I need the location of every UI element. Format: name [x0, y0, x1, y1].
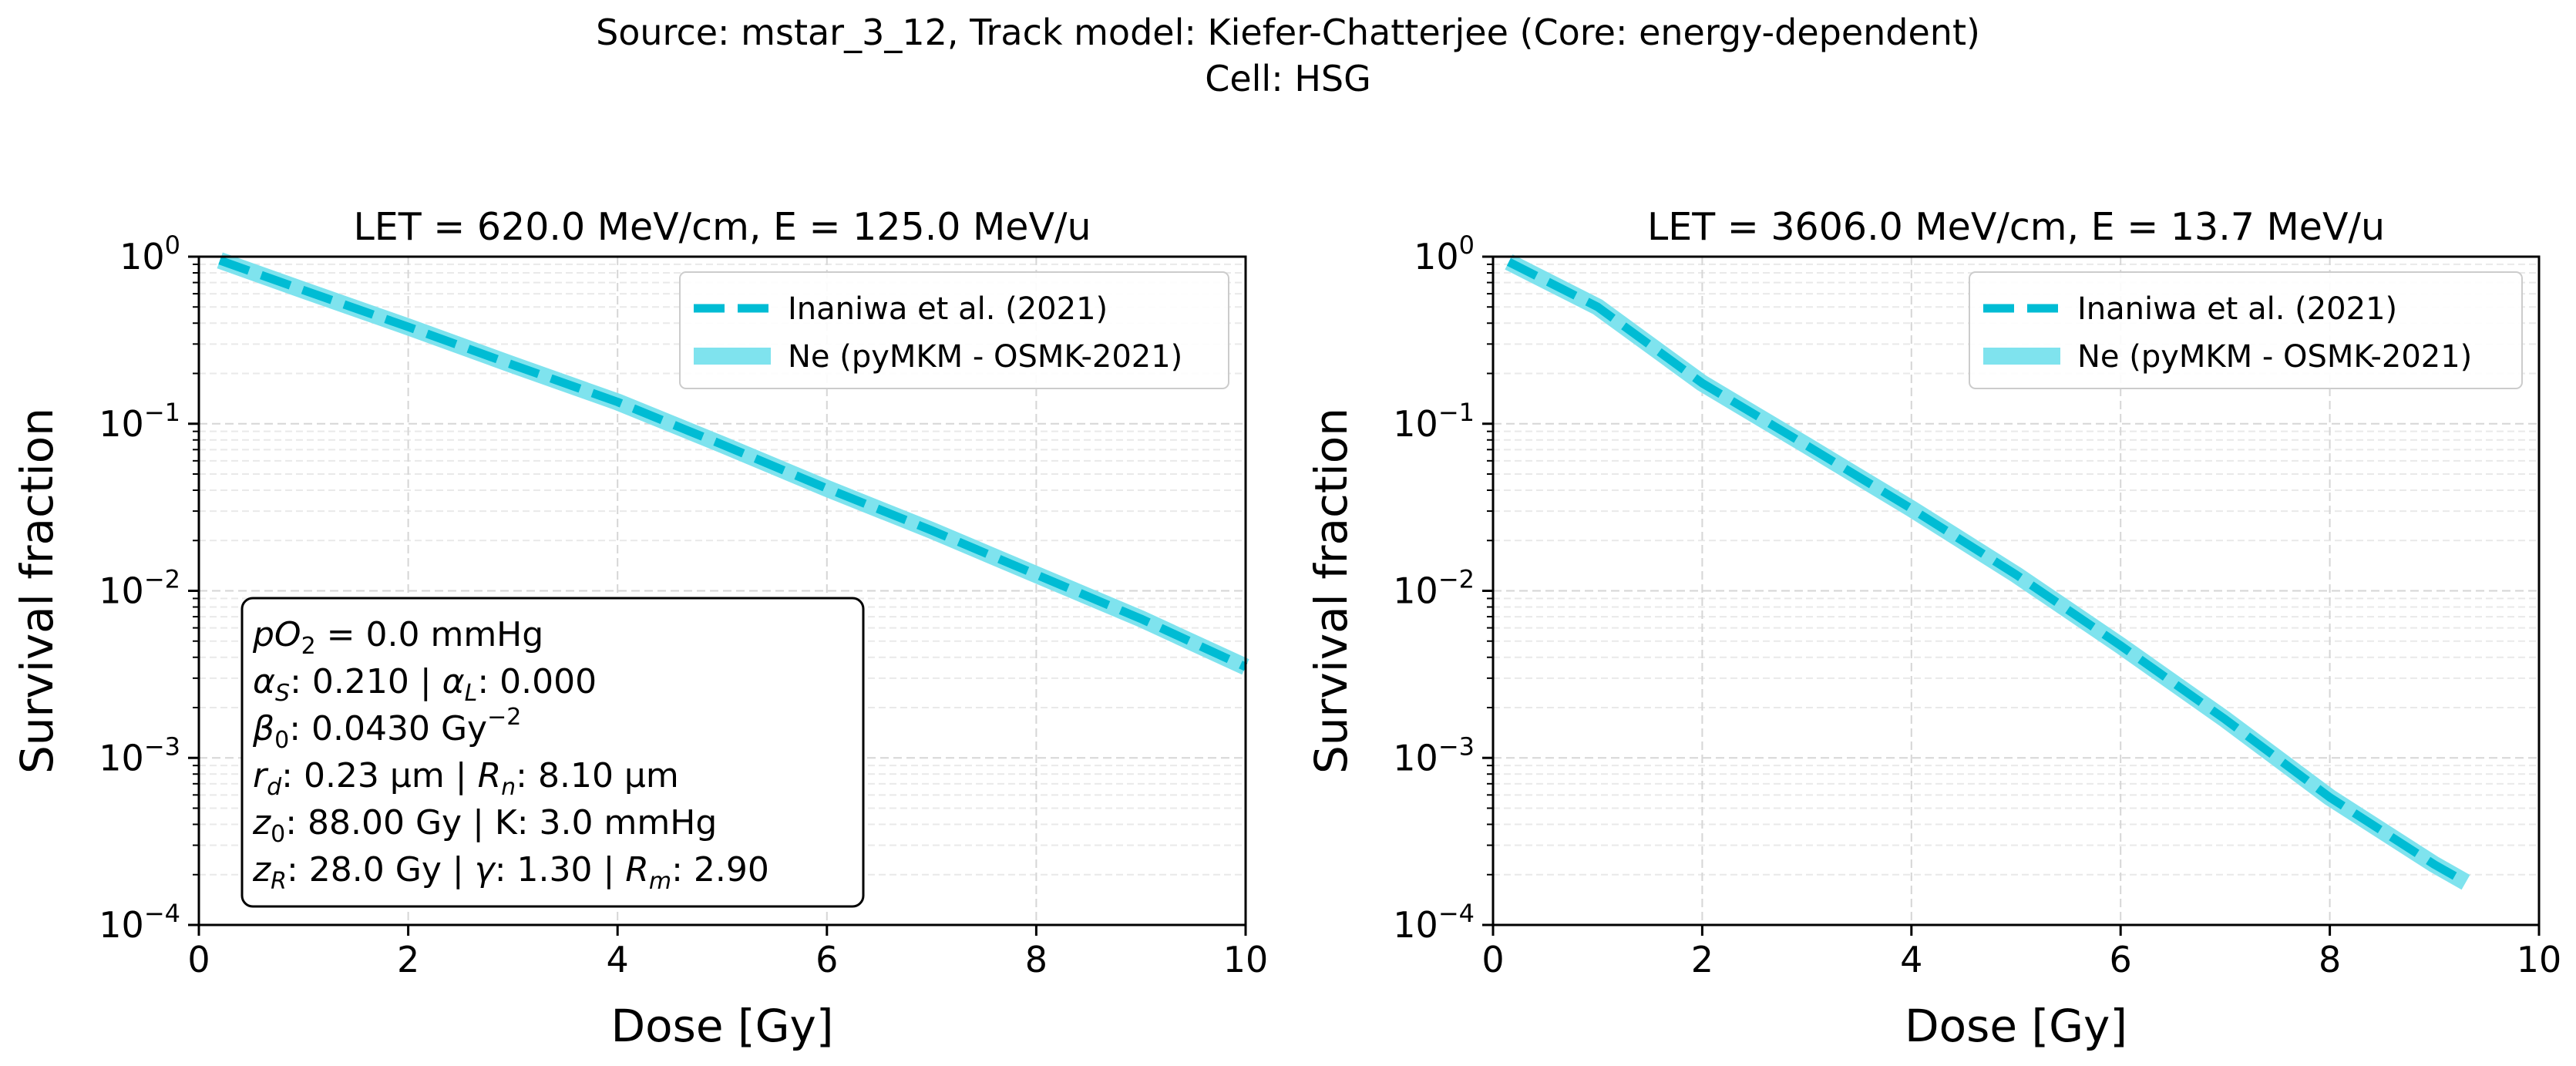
legend: Inaniwa et al. (2021) Ne (pyMKM - OSMK-20…: [1969, 271, 2523, 389]
y-tick-label: 100: [1414, 230, 1475, 277]
y-tick-label: 10−4: [1393, 899, 1475, 946]
parameter-line: β0: 0.0430 Gy−2: [252, 704, 521, 754]
x-tick-label: 0: [187, 939, 210, 980]
x-tick-label: 8: [2319, 939, 2341, 980]
figure-title-line-1: Source: mstar_3_12, Track model: Kiefer-…: [596, 12, 1980, 53]
legend-box: [679, 271, 1229, 389]
figure-title-line-2: Cell: HSG: [1205, 58, 1371, 99]
y-tick-label: 10−1: [99, 398, 180, 445]
series-line-inaniwa: [218, 256, 1248, 671]
y-tick-label: 10−3: [1393, 731, 1475, 778]
x-tick-label: 10: [1223, 939, 1269, 980]
y-tick-label: 100: [119, 230, 180, 277]
chart-panel-2: 0 2 4 6 8 10 100 10−1 10−2 10−3 10−4 LET = 3606.0 M…: [1305, 205, 2561, 1052]
legend: Inaniwa et al. (2021) Ne (pyMKM - OSMK-20…: [679, 271, 1229, 389]
legend-label: Ne (pyMKM - OSMK-2021): [2077, 339, 2472, 375]
x-tick-label: 4: [607, 939, 629, 980]
y-axis-label: Survival fraction: [11, 408, 63, 774]
parameter-line: pO2 = 0.0 mmHg: [252, 615, 543, 660]
legend-box: [1969, 271, 2523, 389]
x-tick-label: 2: [397, 939, 419, 980]
parameters-box-frame: [240, 597, 865, 908]
parameter-line: rd: 0.23 μm | Rn: 8.10 μm: [253, 756, 679, 801]
x-axis-label: Dose [Gy]: [610, 1000, 833, 1052]
legend-label: Inaniwa et al. (2021): [788, 291, 1108, 327]
x-tick-label: 10: [2517, 939, 2562, 980]
y-axis-label: Survival fraction: [1305, 408, 1357, 774]
chart-panel-1: 0 2 4 6 8 10 100 10−1 10−2 10−3 10−4 LET = 620.0 Me…: [11, 205, 1268, 1052]
chart-title: LET = 620.0 MeV/cm, E = 125.0 MeV/u: [353, 205, 1091, 249]
x-tick-label: 6: [816, 939, 838, 980]
parameter-line: z0: 88.00 Gy | K: 3.0 mmHg: [252, 803, 717, 848]
x-tick-label: 2: [1691, 939, 1713, 980]
parameter-line: zR: 28.0 Gy | γ: 1.30 | Rm: 2.90: [252, 850, 769, 895]
y-tick-label: 10−3: [99, 731, 180, 778]
chart-title: LET = 3606.0 MeV/cm, E = 13.7 MeV/u: [1647, 205, 2385, 249]
x-tick-label: 6: [2110, 939, 2132, 980]
y-tick-label: 10−4: [99, 899, 180, 946]
x-tick-label: 8: [1025, 939, 1048, 980]
x-tick-label: 0: [1481, 939, 1504, 980]
y-tick-label: 10−2: [1393, 565, 1475, 612]
parameter-line: αS: 0.210 | αL: 0.000: [253, 662, 597, 707]
legend-label: Ne (pyMKM - OSMK-2021): [788, 339, 1182, 375]
legend-label: Inaniwa et al. (2021): [2077, 291, 2397, 327]
x-tick-label: 4: [1900, 939, 1922, 980]
y-tick-label: 10−2: [99, 565, 180, 612]
x-axis-label: Dose [Gy]: [1905, 1000, 2127, 1052]
y-tick-label: 10−1: [1393, 398, 1475, 445]
